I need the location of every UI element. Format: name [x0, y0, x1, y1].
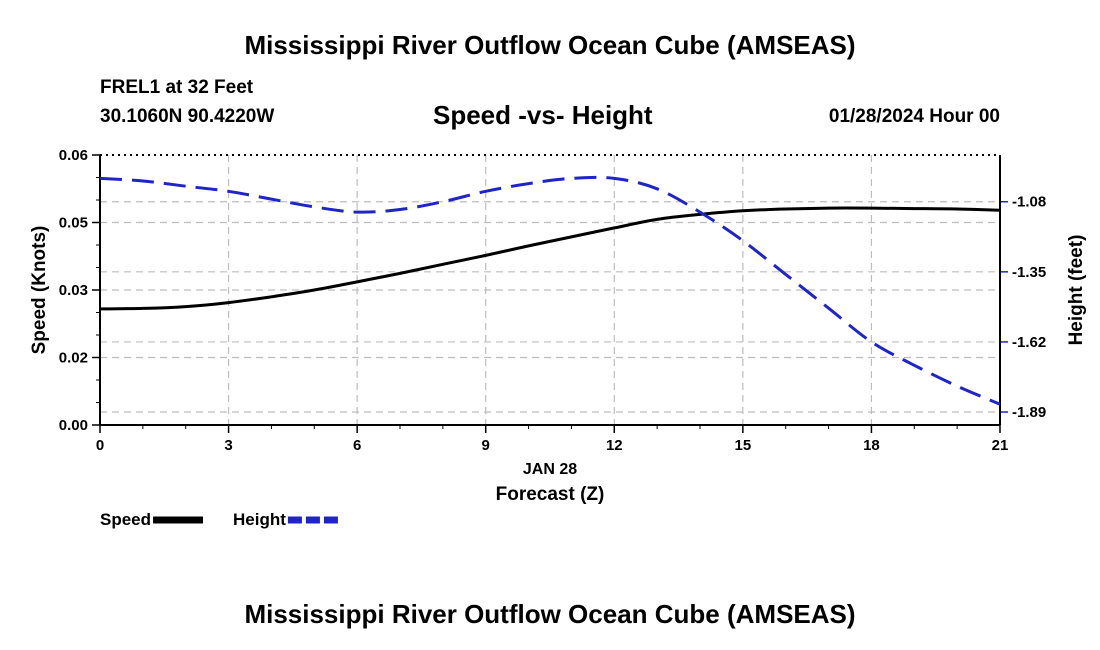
datetime-label: 01/28/2024 Hour 00 [828, 106, 1000, 127]
y-left-tick-label: 0.03 [59, 282, 88, 299]
y-right-tick-label: -1.35 [1012, 264, 1046, 281]
x-axis-label: Forecast (Z) [496, 484, 605, 505]
station-label: FREL1 at 32 Feet [100, 77, 254, 98]
bottom-title: Mississippi River Outflow Ocean Cube (AM… [244, 599, 856, 629]
x-date-label: JAN 28 [523, 461, 577, 478]
x-tick-label: 3 [224, 437, 232, 454]
series-line-height [99, 175, 1001, 406]
series-line-speed [99, 206, 1001, 311]
x-tick-label: 0 [96, 437, 104, 454]
y-left-tick-label: 0.02 [59, 350, 88, 367]
y-right-tick-label: -1.08 [1012, 194, 1046, 211]
y-right-tick-label: -1.89 [1012, 404, 1046, 421]
legend-label-speed: Speed [100, 510, 151, 529]
legend-label-height: Height [233, 510, 286, 529]
coordinates-label: 30.1060N 90.4220W [100, 106, 275, 127]
y-left-tick-label: 0.06 [59, 147, 88, 164]
x-tick-label: 15 [735, 437, 752, 454]
main-title: Mississippi River Outflow Ocean Cube (AM… [244, 30, 856, 60]
x-tick-label: 21 [992, 437, 1009, 454]
y-left-tick-label: 0.05 [59, 215, 88, 232]
chart-title: Speed -vs- Height [433, 100, 653, 130]
x-tick-label: 6 [353, 437, 361, 454]
y-right-axis-label: Height (feet) [1066, 235, 1087, 346]
y-left-axis-label: Speed (Knots) [29, 226, 50, 355]
x-tick-label: 12 [606, 437, 623, 454]
x-tick-label: 9 [482, 437, 490, 454]
x-tick-label: 18 [863, 437, 880, 454]
y-left-tick-label: 0.00 [59, 417, 88, 434]
y-right-tick-label: -1.62 [1012, 334, 1046, 351]
